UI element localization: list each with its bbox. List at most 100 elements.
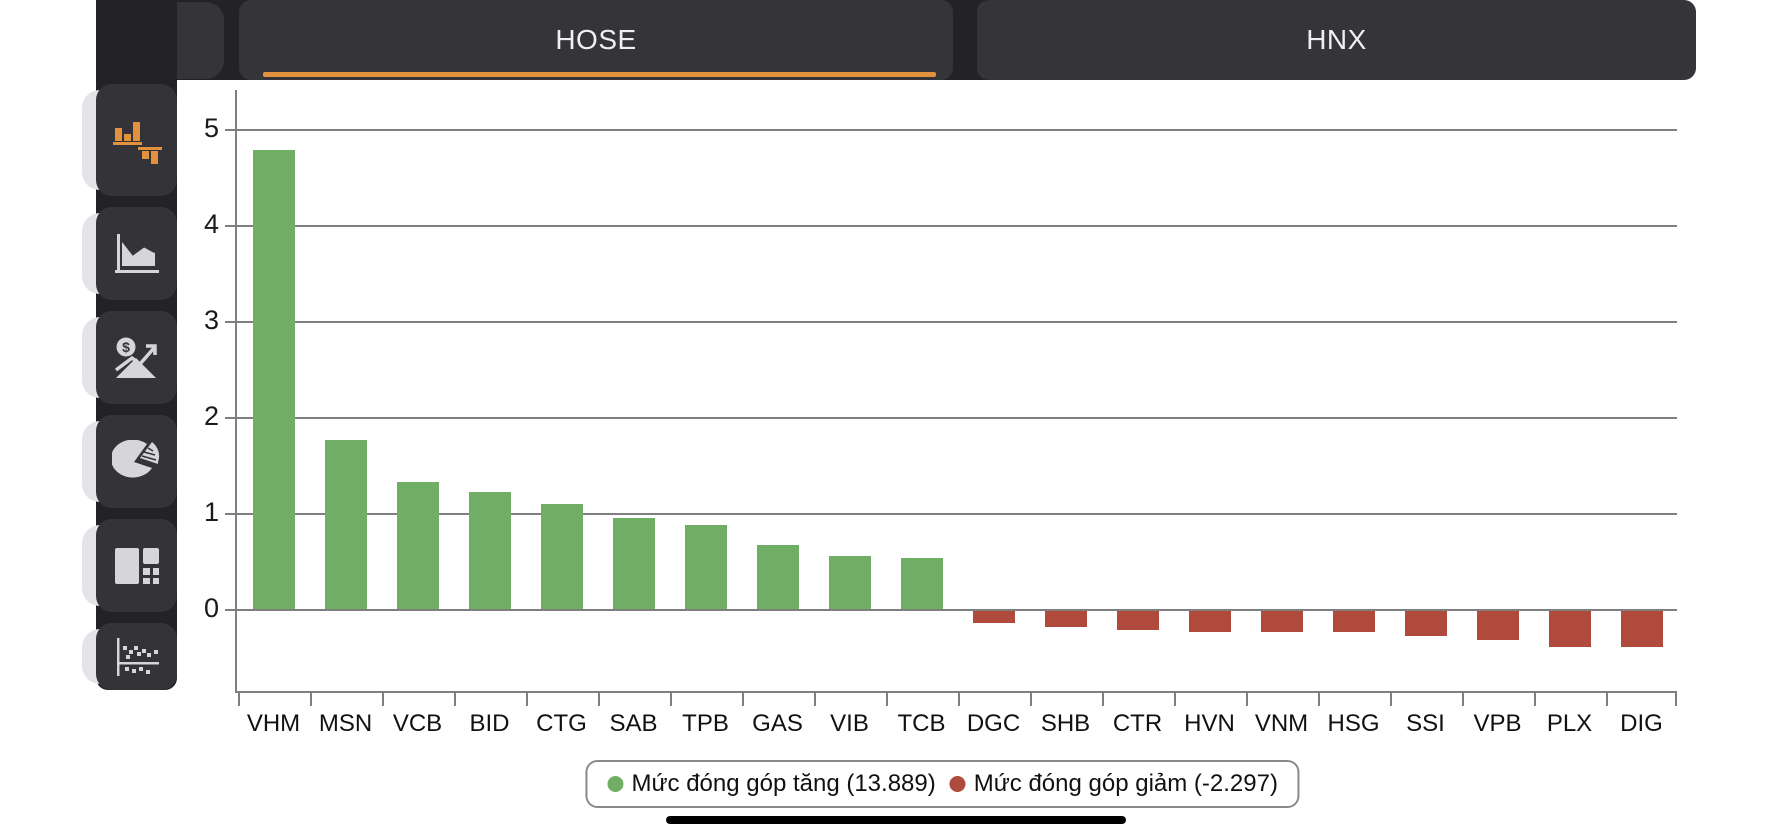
gridline-3 bbox=[237, 321, 1677, 323]
x-tick bbox=[237, 693, 240, 706]
svg-text:$: $ bbox=[122, 339, 130, 355]
gridline-1 bbox=[237, 513, 1677, 515]
bar-VPB[interactable] bbox=[1476, 611, 1519, 640]
y-axis-label: 2 bbox=[203, 401, 219, 431]
active-tab-underline bbox=[263, 72, 936, 77]
x-tick bbox=[1029, 693, 1032, 706]
x-axis-label: DIG bbox=[1620, 710, 1663, 737]
tab-hose-label: HOSE bbox=[555, 24, 637, 55]
bar-TCB[interactable] bbox=[900, 558, 943, 609]
bar-VIB[interactable] bbox=[828, 556, 871, 609]
bar-PLX[interactable] bbox=[1548, 611, 1591, 647]
y-tick bbox=[225, 513, 237, 515]
tab-hose[interactable]: HOSE bbox=[239, 0, 953, 80]
x-axis-label: BID bbox=[469, 710, 510, 737]
bar-DGC[interactable] bbox=[972, 611, 1015, 623]
x-axis-label: DGC bbox=[966, 710, 1021, 737]
y-axis-line bbox=[235, 90, 237, 693]
x-axis-label: TCB bbox=[897, 710, 946, 737]
x-axis-label: HVN bbox=[1184, 710, 1235, 737]
y-axis-label: 0 bbox=[203, 593, 219, 623]
x-axis-label: HSG bbox=[1327, 710, 1380, 737]
x-tick bbox=[1461, 693, 1464, 706]
y-axis-label: 1 bbox=[203, 497, 219, 527]
x-tick bbox=[1675, 693, 1677, 706]
bar-DIG[interactable] bbox=[1620, 611, 1663, 648]
x-axis-label: VIB bbox=[830, 710, 869, 737]
x-axis-label: VHM bbox=[246, 710, 301, 737]
x-tick bbox=[885, 693, 888, 706]
gridline-4 bbox=[237, 225, 1677, 227]
y-axis-label: 3 bbox=[203, 305, 219, 335]
gridline-2 bbox=[237, 417, 1677, 419]
bar-VHM[interactable] bbox=[252, 150, 295, 609]
bar-GAS[interactable] bbox=[756, 544, 799, 609]
legend-dot-positive bbox=[607, 776, 624, 792]
home-indicator[interactable] bbox=[666, 816, 1126, 824]
x-axis-label: SAB bbox=[609, 710, 658, 737]
x-axis-label: SHB bbox=[1040, 710, 1091, 737]
treemap-icon bbox=[114, 547, 159, 584]
sidebar-item-scatter-plot[interactable] bbox=[96, 623, 177, 690]
x-axis-label: GAS bbox=[752, 710, 803, 737]
bar-HVN[interactable] bbox=[1188, 611, 1231, 633]
bar-updown-icon bbox=[112, 122, 162, 164]
bar-VNM[interactable] bbox=[1260, 611, 1303, 633]
x-tick bbox=[813, 693, 816, 706]
bar-SSI[interactable] bbox=[1404, 611, 1447, 636]
x-tick bbox=[1605, 693, 1608, 706]
top-tab-bar: HOSE HNX bbox=[96, 0, 1696, 80]
x-axis-label: VPB bbox=[1473, 710, 1522, 737]
chart-legend: Mức đóng góp tăng (13.889) Mức đóng góp … bbox=[585, 760, 1300, 808]
legend-label-negative: Mức đóng góp giảm (-2.297) bbox=[973, 770, 1278, 797]
y-tick bbox=[225, 225, 237, 227]
y-tick bbox=[225, 129, 237, 131]
sidebar-item-area-chart[interactable] bbox=[96, 207, 177, 300]
bar-TPB[interactable] bbox=[684, 524, 727, 609]
legend-item-negative: Mức đóng góp giảm (-2.297) bbox=[949, 770, 1278, 798]
tab-hnx-label: HNX bbox=[1306, 24, 1367, 55]
x-axis-label: CTG bbox=[536, 710, 587, 737]
x-tick bbox=[1101, 693, 1104, 706]
scatter-plot-icon bbox=[116, 637, 159, 676]
bar-HSG[interactable] bbox=[1332, 611, 1375, 633]
bar-VCB[interactable] bbox=[396, 482, 439, 609]
legend-item-positive: Mức đóng góp tăng (13.889) bbox=[607, 770, 936, 798]
contribution-bar-chart: 5 4 3 2 1 0 VHM MSN VCB BID CTG SAB TPB GAS VIB TCB DGC S… bbox=[204, 90, 1677, 737]
legend-dot-negative bbox=[949, 776, 966, 792]
sidebar-item-money-chart[interactable]: $ bbox=[96, 311, 177, 404]
bar-BID[interactable] bbox=[468, 491, 511, 609]
x-tick bbox=[453, 693, 456, 706]
bar-CTR[interactable] bbox=[1116, 611, 1159, 631]
sidebar-item-contribution-chart[interactable] bbox=[96, 84, 177, 196]
x-tick bbox=[597, 693, 600, 706]
sidebar-item-treemap[interactable] bbox=[96, 519, 177, 612]
x-tick bbox=[669, 693, 672, 706]
y-tick bbox=[225, 609, 237, 611]
x-axis-label: VNM bbox=[1254, 710, 1309, 737]
x-axis-label: SSI bbox=[1406, 710, 1445, 737]
x-tick bbox=[1173, 693, 1176, 706]
x-tick bbox=[381, 693, 384, 706]
x-tick bbox=[1389, 693, 1392, 706]
money-trend-icon: $ bbox=[114, 337, 157, 378]
bar-CTG[interactable] bbox=[540, 504, 583, 609]
x-axis-label: CTR bbox=[1112, 710, 1163, 737]
x-tick bbox=[309, 693, 312, 706]
sidebar-item-pie-chart[interactable] bbox=[96, 415, 177, 508]
gridline-5 bbox=[237, 129, 1677, 131]
y-axis-label: 4 bbox=[203, 209, 219, 239]
x-axis-label: MSN bbox=[318, 710, 373, 737]
bar-SAB[interactable] bbox=[612, 517, 655, 609]
y-tick bbox=[225, 321, 237, 323]
gridline-0 bbox=[237, 609, 1677, 611]
pie-chart-icon bbox=[111, 439, 159, 478]
tab-hnx[interactable]: HNX bbox=[977, 0, 1696, 80]
bar-MSN[interactable] bbox=[324, 440, 367, 609]
x-axis-label: VCB bbox=[392, 710, 443, 737]
x-axis-label: PLX bbox=[1546, 710, 1593, 737]
bar-SHB[interactable] bbox=[1044, 611, 1087, 628]
x-tick bbox=[1245, 693, 1248, 706]
x-tick bbox=[1317, 693, 1320, 706]
